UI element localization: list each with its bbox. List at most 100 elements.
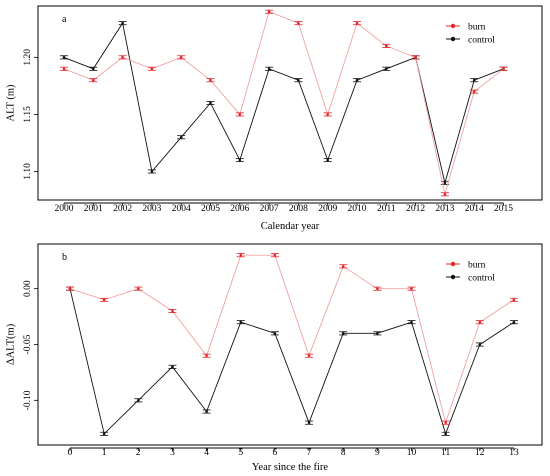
data-point-control [134,398,143,403]
point-marker [478,320,482,324]
x-tick-label: 2001 [84,204,103,214]
point-marker [267,67,271,71]
data-point-burn [475,320,484,325]
point-marker [472,90,476,93]
series-burn [66,253,518,425]
legend-swatch-marker [450,23,456,29]
data-point-control [270,331,279,336]
point-marker [410,287,413,290]
data-point-control [235,158,244,163]
data-point-control [475,342,484,347]
point-marker [238,158,242,162]
point-marker [205,354,208,357]
data-point-burn [499,66,508,71]
data-point-control [202,409,211,414]
data-point-burn [147,66,156,71]
series-control [60,21,508,185]
legend-item-burn: burn [446,23,486,33]
data-point-burn [270,253,279,258]
data-point-burn [470,89,479,94]
point-marker [478,343,482,346]
data-point-burn [66,286,74,291]
point-marker [297,21,300,25]
point-marker [121,56,124,59]
x-tick-label: 2008 [289,204,308,214]
x-tick-label: 11 [441,448,450,458]
point-marker [512,320,516,324]
plot-frame [37,5,543,201]
point-marker [273,253,277,257]
data-point-control [305,420,314,425]
series-control [66,286,518,436]
point-marker [443,181,447,185]
x-tick-label: 2004 [172,204,191,214]
point-marker [297,78,300,82]
data-point-burn [411,55,420,60]
x-tick-label: 2009 [318,204,337,214]
data-point-control [353,78,361,83]
point-marker [376,287,379,290]
data-point-burn [89,78,98,83]
legend-label: burn [468,23,486,33]
x-tick-label: 9 [375,448,380,458]
point-marker [444,432,447,436]
point-marker [355,21,359,25]
point-marker [102,432,106,436]
data-point-burn [118,55,127,60]
point-marker [307,421,311,424]
point-marker [179,135,183,139]
y-tick-label: -0.05 [23,334,33,354]
point-marker [102,298,106,302]
point-marker [444,421,447,424]
point-marker [472,78,476,82]
data-point-control [60,55,68,60]
data-point-burn [305,353,314,358]
point-marker [267,10,271,14]
data-point-control [177,135,186,140]
point-marker [502,67,505,71]
series-line-burn [63,11,504,195]
data-point-control [323,158,332,163]
data-point-control [89,66,98,71]
point-marker [385,44,388,48]
legend-label: control [468,36,495,46]
x-tick-label: 4 [204,448,209,458]
x-tick-label: 2000 [55,204,74,214]
series-burn [60,9,508,197]
point-marker [239,320,243,324]
data-point-burn [134,286,143,291]
series-line-control [69,288,515,436]
y-axis-title: ALT (m) [5,84,16,122]
point-marker [512,298,516,302]
data-point-burn [323,112,332,117]
data-point-burn [509,297,518,302]
x-tick-label: 2013 [435,204,454,214]
point-marker [414,56,417,59]
point-marker [205,410,208,413]
x-tick-label: 2003 [142,204,161,214]
x-tick-label: 2015 [494,204,513,214]
data-point-control [407,320,416,325]
data-point-burn [294,21,303,26]
data-point-control [265,66,274,71]
point-marker [341,265,345,268]
y-tick-label: 1.10 [23,163,33,180]
point-marker [307,354,311,357]
point-marker [171,309,174,313]
legend-swatch-marker [450,261,456,267]
x-tick-label: 2014 [465,204,484,214]
x-tick-label: 7 [307,448,312,458]
data-point-burn [441,420,450,425]
series-line-control [63,21,504,185]
data-point-burn [206,78,215,83]
x-tick-label: 2011 [377,204,396,214]
data-point-control [206,101,215,105]
x-tick-label: 2 [136,448,141,458]
point-marker [171,365,174,369]
x-tick-label: 2006 [230,204,249,214]
x-tick-label: 2010 [348,204,367,214]
data-point-burn [382,43,391,48]
x-tick-label: 8 [341,448,346,458]
